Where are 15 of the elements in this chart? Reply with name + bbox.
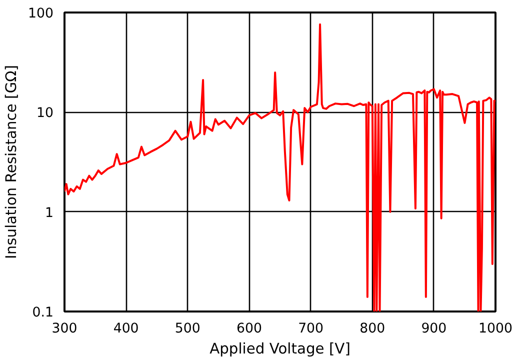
x-tick-label: 500 [174,322,200,336]
x-axis-title: Applied Voltage [V] [210,340,350,358]
x-tick-label: 1000 [478,322,512,336]
y-axis-title: Insulation Resistance [GΩ] [3,65,20,259]
x-tick-label: 800 [360,322,386,336]
y-tick-label: 10 [36,106,54,122]
x-tick-label: 400 [113,322,139,336]
x-tick-label: 300 [52,322,78,336]
x-tick-label: 600 [236,322,262,336]
line-series [64,23,496,312]
x-tick-label: 900 [421,322,447,336]
y-tick-label: 1 [45,206,54,221]
x-tick-label: 700 [298,322,324,336]
y-tick-label: 100 [28,6,54,22]
y-tick-label: 0.1 [32,306,54,320]
